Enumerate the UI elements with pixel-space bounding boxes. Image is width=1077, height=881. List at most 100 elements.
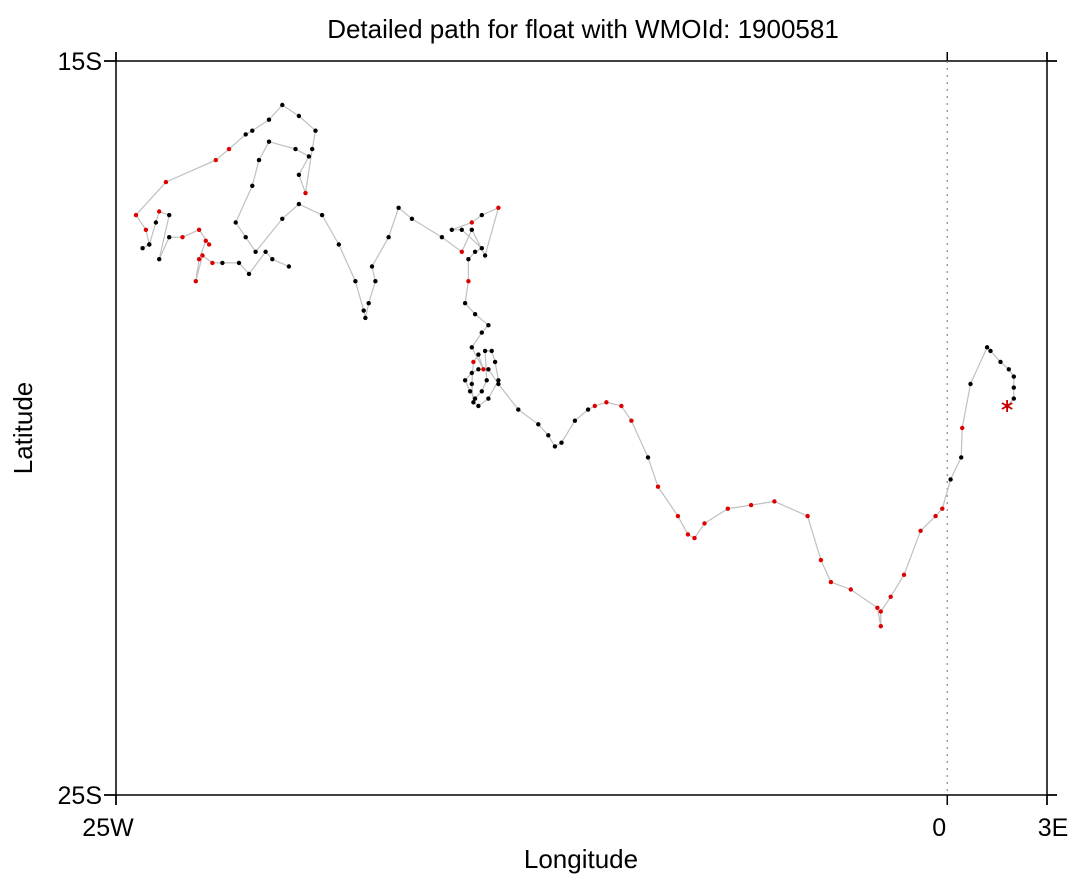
profile-point: [250, 128, 255, 133]
profile-point: [476, 403, 481, 409]
profile-point: [984, 345, 990, 350]
profile-point: [559, 440, 564, 445]
profile-point: [153, 220, 159, 225]
profile-point-red: [466, 279, 471, 284]
profile-point: [469, 370, 474, 376]
profile-point: [572, 418, 578, 423]
profile-point: [472, 396, 478, 401]
profile-point: [479, 389, 484, 394]
profile-point-red: [196, 257, 202, 262]
profile-point: [147, 242, 152, 247]
profile-point-red: [878, 609, 883, 614]
profile-point: [948, 477, 953, 482]
profile-point-red: [459, 249, 464, 254]
profile-point-red: [226, 146, 232, 152]
profile-point-red: [748, 502, 754, 508]
profile-point: [552, 444, 558, 449]
profile-point-red: [805, 513, 810, 519]
profile-point: [496, 378, 501, 383]
profile-point: [310, 146, 315, 152]
profile-point: [270, 257, 275, 262]
profile-point: [409, 216, 415, 221]
profile-point-red: [725, 506, 730, 511]
profile-point: [479, 212, 484, 218]
profile-point: [1011, 374, 1016, 379]
profile-point: [286, 264, 292, 269]
x-axis-label: Longitude: [524, 844, 638, 874]
profile-point-red: [143, 227, 149, 232]
profile-point: [140, 246, 145, 251]
profile-point: [476, 367, 481, 372]
profile-point-red: [901, 572, 907, 577]
y-axis-label: Latitude: [8, 382, 38, 475]
profile-point: [293, 146, 298, 152]
profile-point: [471, 400, 476, 405]
profile-point-red: [960, 425, 965, 431]
profile-point-red: [675, 513, 681, 519]
profile-point: [645, 455, 651, 460]
profile-point: [486, 367, 491, 372]
profile-point: [462, 301, 468, 306]
profile-point-red: [163, 179, 169, 185]
profile-point-red: [629, 418, 634, 423]
profile-point: [256, 157, 262, 163]
profile-point: [386, 235, 391, 240]
profile-point: [492, 359, 498, 365]
profile-point: [479, 330, 484, 335]
profile-point-red: [210, 260, 215, 266]
profile-point: [449, 227, 454, 232]
profile-point: [157, 257, 162, 262]
profile-point: [253, 249, 258, 254]
profile-point-red: [619, 403, 624, 409]
profile-point: [246, 271, 252, 277]
profile-point: [968, 381, 973, 387]
profile-point: [459, 227, 464, 232]
profile-point-red: [772, 499, 777, 504]
profile-point: [396, 205, 401, 210]
tick-label-layer: 25W 0 3E 15S 25S: [58, 48, 1069, 842]
profile-point-red: [481, 367, 486, 372]
profile-point-red: [685, 532, 691, 537]
profile-point: [369, 264, 375, 269]
profile-point: [469, 227, 474, 232]
profile-point-red: [604, 400, 609, 405]
profile-point: [280, 216, 285, 221]
profile-point-red: [933, 513, 938, 519]
profile-point: [472, 249, 478, 254]
profile-point: [266, 139, 272, 144]
profile-point: [469, 345, 474, 350]
point-layer: [133, 102, 1016, 629]
profile-point: [482, 348, 488, 354]
profile-point: [220, 260, 225, 266]
profile-point: [1011, 396, 1016, 401]
profile-point: [1006, 367, 1011, 372]
profile-point-red: [592, 403, 597, 409]
profile-point: [353, 279, 358, 284]
profile-point-red: [878, 624, 883, 629]
profile-point: [516, 407, 521, 412]
profile-point-red: [203, 238, 208, 243]
profile-point: [489, 348, 494, 354]
profile-point: [233, 220, 238, 225]
y-tick-label: 15S: [58, 48, 102, 76]
profile-point: [479, 246, 484, 251]
profile-point: [536, 422, 541, 427]
profile-point: [243, 132, 248, 137]
profile-point-red: [196, 227, 202, 232]
profile-point: [363, 315, 368, 321]
profile-point: [439, 235, 445, 240]
y-tick-label: 25S: [58, 782, 102, 810]
profile-point: [296, 113, 302, 119]
profile-point: [266, 117, 272, 122]
x-tick-label: 0: [932, 814, 946, 842]
profile-point: [296, 172, 302, 177]
float-path-line: [135, 104, 1015, 627]
profile-point-red: [303, 190, 308, 196]
path-line-layer: [135, 104, 1015, 627]
profile-point-red: [940, 506, 945, 511]
profile-point: [585, 407, 591, 412]
profile-point: [313, 128, 318, 133]
profile-point-red: [702, 521, 707, 526]
profile-point: [484, 378, 489, 383]
